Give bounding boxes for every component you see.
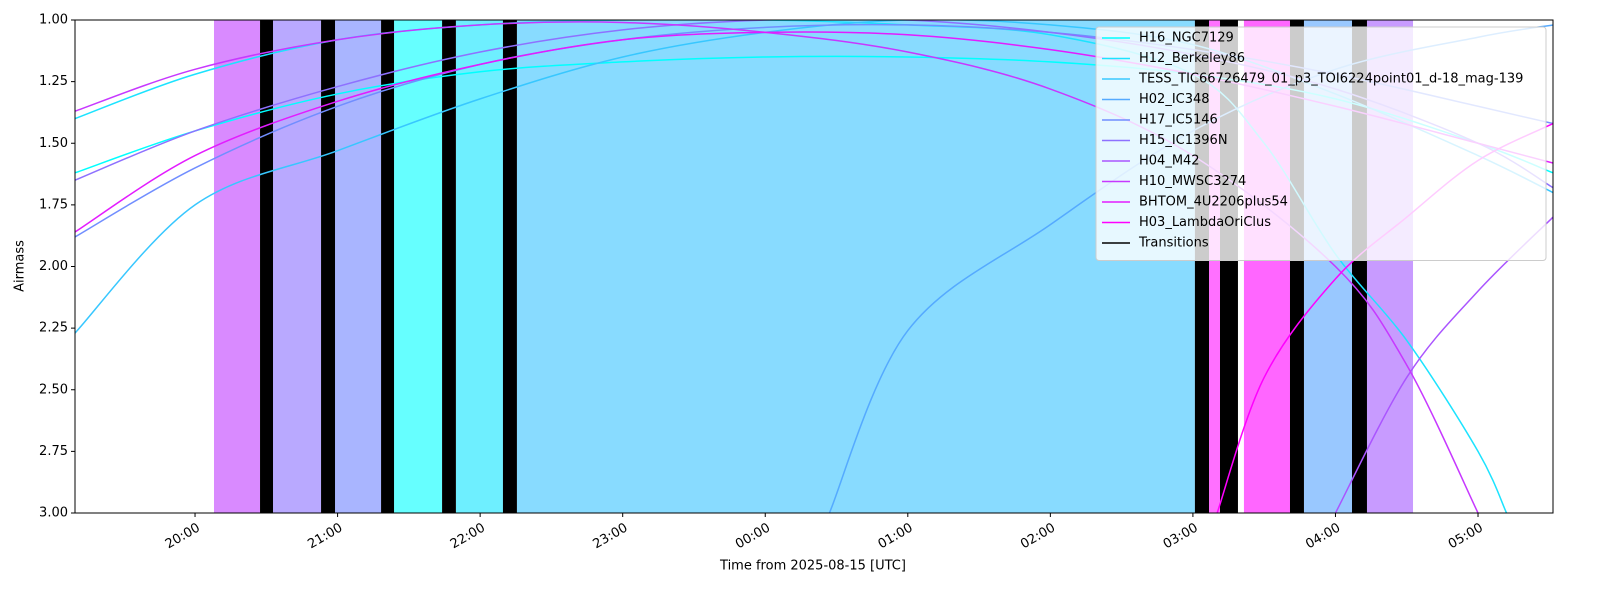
span bbox=[1209, 20, 1220, 513]
span bbox=[394, 20, 443, 513]
legend-label: H16_NGC7129 bbox=[1139, 31, 1234, 46]
x-tick-label: 23:00 bbox=[590, 521, 630, 553]
transition bbox=[381, 20, 395, 513]
legend-label: H12_Berkeley86 bbox=[1139, 51, 1245, 66]
y-tick-label: 1.00 bbox=[39, 13, 68, 28]
legend-label: H10_MWSC3274 bbox=[1139, 174, 1246, 189]
x-tick-label: 04:00 bbox=[1303, 521, 1343, 553]
transition bbox=[321, 20, 336, 513]
y-tick-label: 3.00 bbox=[39, 506, 68, 521]
span bbox=[455, 20, 503, 513]
legend: H16_NGC7129 H12_Berkeley86 TESS_TIC6672647… bbox=[1095, 26, 1547, 261]
x-tick-label: 03:00 bbox=[1161, 521, 1201, 553]
airmass-curve bbox=[75, 21, 1479, 513]
span bbox=[213, 20, 261, 513]
x-tick-label: 02:00 bbox=[1018, 521, 1058, 553]
transition bbox=[502, 20, 517, 513]
span bbox=[335, 20, 382, 513]
x-tick-label: 20:00 bbox=[163, 521, 203, 553]
y-tick-label: 1.50 bbox=[39, 136, 68, 151]
x-tick-label: 01:00 bbox=[876, 521, 916, 553]
y-tick-label: 2.75 bbox=[39, 444, 68, 459]
x-tick-label: 00:00 bbox=[733, 521, 773, 553]
span bbox=[516, 20, 1195, 513]
legend-label: H04_M42 bbox=[1139, 154, 1200, 169]
x-tick-label: 21:00 bbox=[305, 521, 345, 553]
y-tick-label: 2.50 bbox=[39, 382, 68, 397]
legend-label: H15_IC1396N bbox=[1139, 133, 1228, 148]
legend-box bbox=[1095, 26, 1547, 261]
y-tick-label: 2.25 bbox=[39, 321, 68, 336]
legend-label: TESS_TIC66726479_01_p3_TOI6224point01_d-… bbox=[1138, 72, 1523, 87]
plot-frame bbox=[74, 19, 1554, 514]
x-tick-label: 05:00 bbox=[1446, 521, 1486, 553]
legend-label: Transitions bbox=[1138, 236, 1209, 251]
transition bbox=[442, 20, 456, 513]
x-tick-label: 22:00 bbox=[448, 521, 488, 553]
y-tick-label: 1.25 bbox=[39, 74, 68, 89]
y-tick-label: 1.75 bbox=[39, 197, 68, 212]
legend-label: H17_IC5146 bbox=[1139, 113, 1218, 128]
legend-label: H03_LambdaOriClus bbox=[1139, 215, 1271, 230]
x-axis-label: Time from 2025-08-15 [UTC] bbox=[719, 559, 906, 574]
y-tick-label: 2.00 bbox=[39, 259, 68, 274]
transition bbox=[260, 20, 274, 513]
legend-label: H02_IC348 bbox=[1139, 92, 1210, 107]
legend-label: BHTOM_4U2206plus54 bbox=[1139, 195, 1288, 210]
y-axis-label: Airmass bbox=[13, 240, 28, 292]
